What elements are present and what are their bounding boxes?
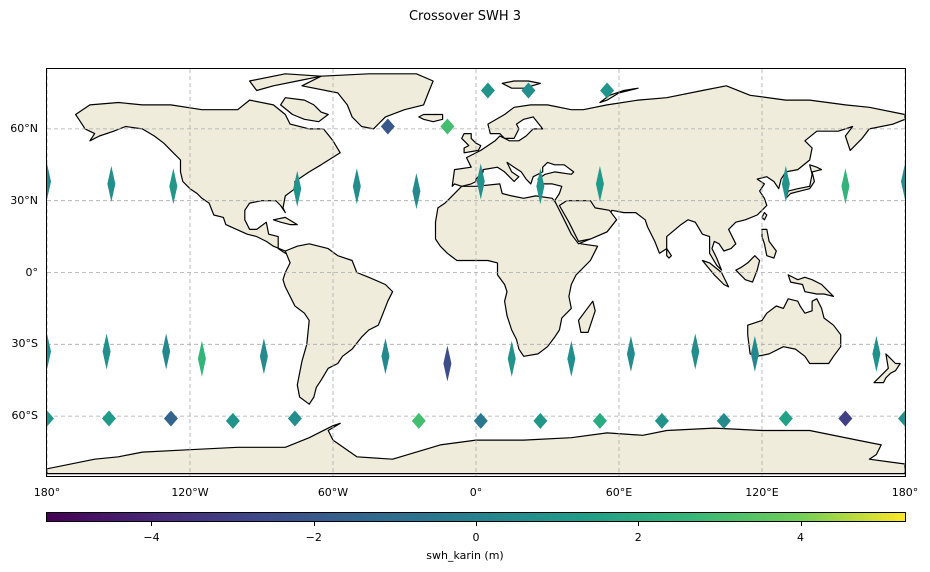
colorbar-tick-label: 0 — [472, 531, 480, 544]
crossover-point — [381, 338, 390, 375]
crossover-point — [352, 168, 361, 205]
crossover-point — [443, 345, 452, 382]
crossover-point — [567, 340, 576, 377]
lon-tick-label: 120°W — [171, 486, 209, 499]
landmass-new-zealand — [873, 353, 901, 384]
lon-tick-label: 180° — [33, 486, 61, 499]
crossover-point — [259, 338, 268, 375]
lon-tick-label: 60°W — [317, 486, 349, 499]
crossover-point — [107, 165, 116, 202]
colorbar-tick-mark — [151, 522, 153, 526]
lon-tick-label: 0° — [469, 486, 483, 499]
crossover-point — [654, 412, 669, 429]
crossover-point — [380, 118, 395, 135]
colorbar-tick-label: −4 — [143, 531, 160, 544]
crossover-point — [716, 412, 731, 429]
chart-title: Crossover SWH 3 — [408, 9, 522, 24]
world-map — [47, 69, 905, 476]
lon-tick-label: 120°E — [745, 486, 779, 499]
crossover-point — [162, 333, 171, 370]
crossover-point — [440, 118, 455, 135]
landmass-philippines — [761, 228, 777, 259]
colorbar-label: swh_karin (m) — [426, 549, 504, 562]
lat-tick-label: 30°N — [10, 193, 38, 207]
crossover-point — [533, 412, 548, 429]
landmass-iceland — [418, 113, 444, 123]
lat-tick-label: 60°S — [11, 409, 38, 423]
crossover-point — [901, 163, 905, 200]
landmass-australia — [747, 298, 842, 365]
crossover-point — [473, 412, 488, 429]
lon-tick-label: 180° — [891, 486, 919, 499]
landmass-greenland — [301, 73, 434, 130]
crossover-point — [287, 410, 302, 427]
crossover-point — [592, 412, 607, 429]
crossover-points — [47, 82, 905, 429]
crossover-point — [750, 335, 759, 372]
crossover-point — [102, 333, 111, 370]
crossover-point — [691, 333, 700, 370]
crossover-point — [47, 410, 54, 427]
crossover-point — [169, 168, 178, 205]
landmass-north-america — [75, 99, 341, 254]
lat-tick-label: 30°S — [11, 337, 38, 351]
lat-tick-label: 60°N — [10, 121, 38, 135]
crossover-point — [476, 163, 485, 200]
landmass-south-america — [282, 243, 394, 405]
crossover-point — [197, 340, 206, 377]
landmass-madagascar — [577, 300, 596, 333]
colorbar-tick-mark — [476, 522, 477, 526]
crossover-point — [47, 333, 51, 370]
crossover-point — [293, 170, 302, 207]
colorbar-tick-mark — [313, 522, 315, 526]
crossover-point — [480, 82, 495, 99]
colorbar-tick-label: 2 — [634, 531, 642, 544]
landmass-borneo — [735, 255, 761, 283]
crossover-point — [872, 335, 881, 372]
colorbar-tick-mark — [800, 522, 802, 526]
crossover-point — [595, 165, 604, 202]
crossover-point — [507, 340, 516, 377]
crossover-point — [600, 82, 615, 99]
crossover-point — [101, 410, 116, 427]
crossover-point — [225, 412, 240, 429]
landmass-arabia — [558, 200, 618, 242]
crossover-point — [411, 412, 426, 429]
landmass-ellesmere — [249, 73, 322, 92]
gridlines — [47, 69, 905, 476]
landmass-taiwan — [761, 212, 768, 221]
landmass-eurasia — [451, 85, 905, 271]
colorbar-tick-mark — [638, 522, 640, 526]
landmass-sumatra — [701, 259, 730, 288]
landmass-great-britain — [461, 132, 482, 154]
crossover-point — [841, 168, 850, 205]
landmass-svalbard — [501, 80, 541, 89]
colorbar — [46, 512, 906, 522]
crossover-point — [412, 173, 421, 210]
crossover-point — [838, 410, 853, 427]
crossover-point — [898, 410, 905, 427]
crossover-point — [536, 168, 545, 205]
lon-tick-label: 60°E — [605, 486, 633, 499]
crossover-point — [163, 410, 178, 427]
crossover-point — [521, 82, 536, 99]
landmass-sri-lanka — [666, 248, 673, 259]
landmass-new-guinea — [787, 274, 835, 297]
lat-tick-label: 0° — [25, 265, 39, 279]
landmass-baffin-island — [280, 97, 329, 123]
map-panel — [46, 68, 906, 477]
colorbar-tick-label: −2 — [305, 531, 322, 544]
colorbar-tick-label: 4 — [797, 531, 805, 544]
landmass-cuba — [272, 216, 298, 226]
crossover-point — [778, 410, 793, 427]
crossover-point — [47, 163, 51, 200]
crossover-point — [626, 335, 635, 372]
crossover-point — [781, 165, 790, 202]
landmass-japan — [785, 164, 823, 199]
